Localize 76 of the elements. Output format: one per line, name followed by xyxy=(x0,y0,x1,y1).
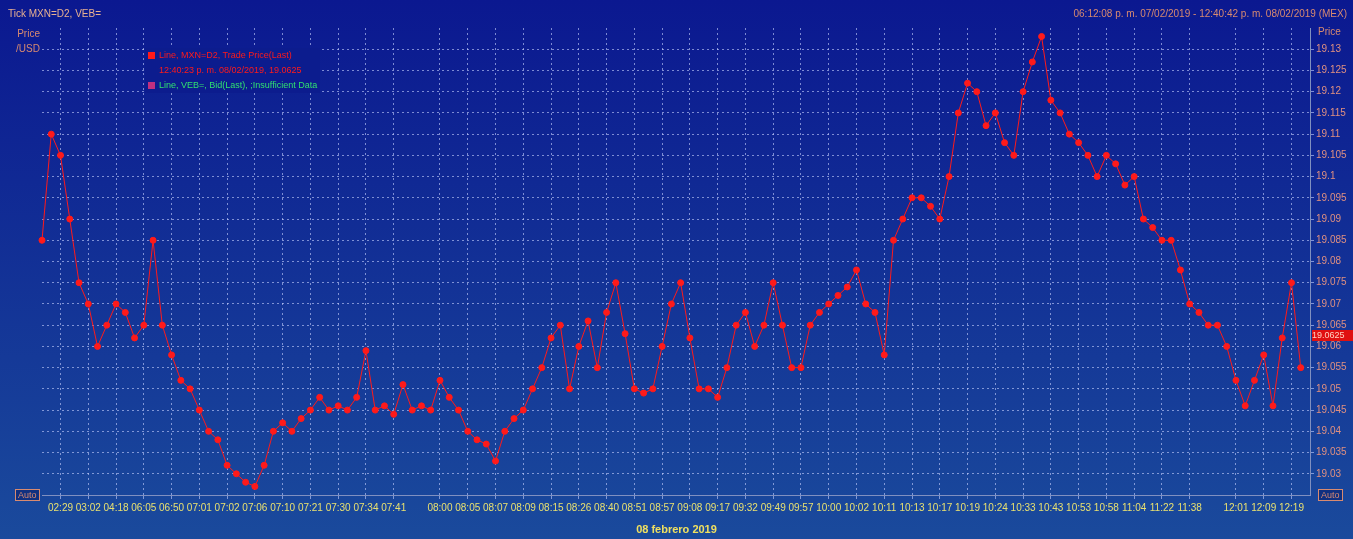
x-tick-label: 02:29 xyxy=(48,501,74,513)
x-tick-label: 07:34 xyxy=(353,501,379,513)
y2-axis-title: Price xyxy=(1318,26,1341,37)
x-axis-title: 08 febrero 2019 xyxy=(635,523,718,535)
y-tick-label: 19.055 xyxy=(1316,361,1348,373)
y-tick-label: 19.05 xyxy=(1316,382,1342,394)
x-tick-label: 07:10 xyxy=(270,501,296,513)
x-tick-label: 08:07 xyxy=(483,501,509,513)
x-tick-label: 07:30 xyxy=(325,501,352,513)
x-tick-label: 10:24 xyxy=(982,501,1009,513)
x-tick-label: 12:19 xyxy=(1278,501,1305,513)
y-tick-label: 19.115 xyxy=(1316,106,1347,118)
y-tick-label: 19.03 xyxy=(1316,467,1342,479)
x-tick-label: 08:05 xyxy=(455,501,481,513)
x-tick-label: 06:05 xyxy=(131,501,157,513)
x-tick-label: 12:09 xyxy=(1251,501,1277,513)
x-tick-label: 08:51 xyxy=(621,501,648,513)
y-tick-label: 19.04 xyxy=(1316,425,1342,437)
x-tick-label: 09:49 xyxy=(760,501,787,513)
x-tick-label: 04:18 xyxy=(103,501,129,513)
y-tick-label: 19.035 xyxy=(1316,446,1348,458)
x-tick-label: 07:06 xyxy=(242,501,268,513)
y-tick-label: 19.095 xyxy=(1316,191,1348,203)
text: 19.0625 xyxy=(1312,330,1353,341)
chart-title: Tick MXN=D2, VEB= xyxy=(8,8,101,19)
text: Auto xyxy=(1318,489,1343,501)
y-tick-label: 19.085 xyxy=(1316,234,1348,246)
x-tick-label: 10:43 xyxy=(1038,501,1064,513)
text: Auto xyxy=(15,489,40,501)
x-tick-label: 08:00 xyxy=(427,501,453,513)
x-tick-label: 07:21 xyxy=(297,501,324,513)
x-tick-label: 10:11 xyxy=(872,501,897,513)
x-tick-label: 11:22 xyxy=(1149,501,1175,513)
annotation: Line, VEB=, Bid(Last), ;Insufficient Data xyxy=(158,79,318,92)
y-tick-label: 19.11 xyxy=(1316,127,1341,139)
x-tick-label: 08:57 xyxy=(649,501,676,513)
y-tick-label: 19.065 xyxy=(1316,318,1348,330)
x-tick-label: 09:32 xyxy=(732,501,759,513)
y-tick-label: 19.07 xyxy=(1316,297,1342,309)
x-tick-label: 10:17 xyxy=(927,501,953,513)
x-tick-label: 11:04 xyxy=(1122,501,1147,513)
x-tick-label: 09:17 xyxy=(705,501,731,513)
x-tick-label: 10:33 xyxy=(1010,501,1037,513)
y-tick-label: 19.105 xyxy=(1316,149,1348,161)
x-tick-label: 10:53 xyxy=(1066,501,1092,513)
legend-label: Line, MXN=D2, Trade Price(Last) xyxy=(158,49,293,62)
x-tick-label: 10:19 xyxy=(955,501,981,513)
y-tick-label: 19.09 xyxy=(1316,212,1342,224)
y-axis-title: Price /USD xyxy=(15,27,40,56)
x-tick-label: 10:00 xyxy=(816,501,842,513)
x-tick-label: 06:50 xyxy=(159,501,185,513)
x-tick-label: 07:01 xyxy=(186,501,213,513)
x-tick-label: 09:57 xyxy=(788,501,814,513)
x-tick-label: 08:26 xyxy=(566,501,592,513)
x-tick-label: 03:02 xyxy=(75,501,102,513)
x-tick-label: 08:15 xyxy=(538,501,564,513)
chart-subtitle: 06:12:08 p. m. 07/02/2019 - 12:40:42 p. m. 08/02/2019 (MEX) xyxy=(1073,8,1347,19)
x-tick-label: 08:40 xyxy=(594,501,620,513)
x-tick-label: 10:13 xyxy=(899,501,925,513)
y-tick-label: 19.125 xyxy=(1316,64,1348,76)
annotation: 12:40:23 p. m. 08/02/2019, 19.0625 xyxy=(158,64,303,77)
x-tick-label: 09:08 xyxy=(677,501,703,513)
y-tick-label: 19.06 xyxy=(1316,340,1342,352)
x-tick-label: 08:09 xyxy=(510,501,537,513)
x-tick-label: 10:58 xyxy=(1093,501,1120,513)
y-tick-label: 19.045 xyxy=(1316,403,1348,415)
x-tick-label: 10:02 xyxy=(843,501,870,513)
y-tick-label: 19.1 xyxy=(1316,170,1336,182)
y-tick-label: 19.08 xyxy=(1316,255,1342,267)
x-tick-label: 11:38 xyxy=(1177,501,1203,513)
y-tick-label: 19.12 xyxy=(1316,85,1342,97)
x-tick-label: 07:02 xyxy=(214,501,241,513)
x-tick-label: 07:41 xyxy=(381,501,407,513)
y-tick-label: 19.075 xyxy=(1316,276,1348,288)
x-tick-label: 12:01 xyxy=(1223,501,1249,513)
y-tick-label: 19.13 xyxy=(1316,42,1342,54)
